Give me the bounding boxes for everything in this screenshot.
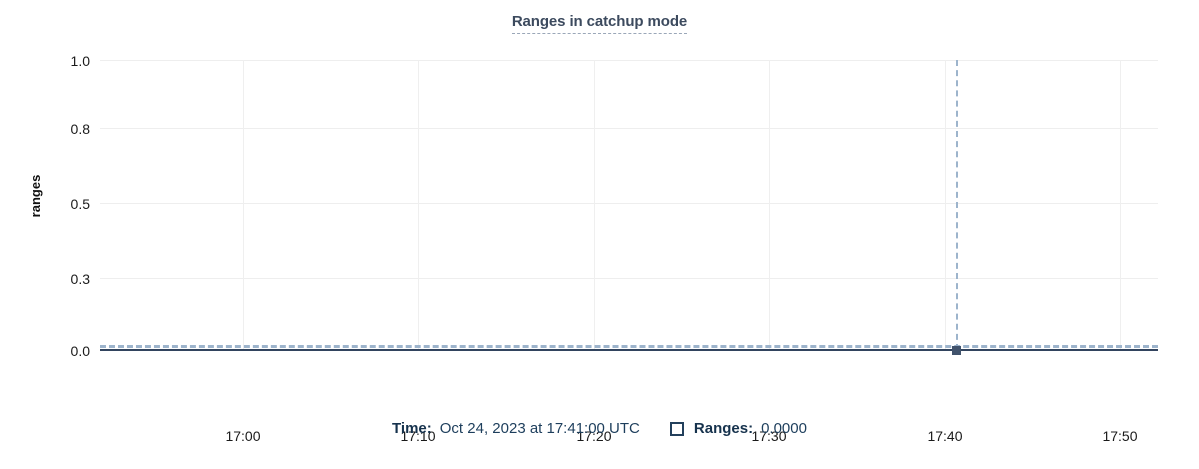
gridline-vertical-1700 xyxy=(243,60,244,350)
gridline-horizontal-1-0 xyxy=(100,60,1158,61)
gridline-vertical-1720 xyxy=(594,60,595,350)
chart-title-text: Ranges in catchup mode xyxy=(511,13,687,34)
footer-time-value: Oct 24, 2023 at 17:41:00 UTC xyxy=(439,420,640,437)
gridline-horizontal-0-5 xyxy=(100,203,1158,204)
y-tick-label-4: 0.3 xyxy=(70,271,90,287)
chart-footer-legend: Time: Oct 24, 2023 at 17:41:00 UTC Range… xyxy=(0,420,1199,437)
crosshair-vertical-line xyxy=(956,60,958,350)
gridline-vertical-1710 xyxy=(418,60,419,350)
x-tick-label-1710: 17:10 xyxy=(400,428,436,444)
cursor-data-point-marker[interactable] xyxy=(952,346,961,355)
x-tick-label-1720: 17:20 xyxy=(576,428,612,444)
gridline-vertical-1750 xyxy=(1120,60,1121,350)
y-tick-label-2: 0.8 xyxy=(70,121,90,137)
x-tick-label-1740: 17:40 xyxy=(927,428,963,444)
chart-title: Ranges in catchup mode xyxy=(0,13,1199,34)
y-tick-label-5: 0.0 xyxy=(70,343,90,359)
footer-series-value: 0.0000 xyxy=(761,420,807,437)
x-tick-label-1750: 17:50 xyxy=(1102,428,1138,444)
gridline-vertical-1730 xyxy=(769,60,770,350)
x-tick-label-1730: 17:30 xyxy=(751,428,787,444)
series-ranges-dashed-overlay xyxy=(100,345,1158,348)
y-tick-label-1: 1.0 xyxy=(70,53,90,69)
footer-time-group: Time: Oct 24, 2023 at 17:41:00 UTC xyxy=(392,420,640,437)
gridline-horizontal-0-3 xyxy=(100,278,1158,279)
footer-time-label: Time: xyxy=(392,420,432,437)
x-tick-label-1700: 17:00 xyxy=(225,428,261,444)
y-tick-label-3: 0.5 xyxy=(70,196,90,212)
footer-series-group[interactable]: Ranges: 0.0000 xyxy=(669,420,807,437)
y-axis-label: ranges xyxy=(27,174,43,218)
plot-area[interactable]: 17:00 17:10 17:20 17:30 17:40 17:50 xyxy=(100,60,1158,444)
series-ranges-line[interactable] xyxy=(100,349,1158,351)
legend-swatch-icon[interactable] xyxy=(669,421,684,436)
footer-series-label: Ranges: xyxy=(693,420,754,437)
gridline-horizontal-0-8 xyxy=(100,128,1158,129)
gridline-vertical-1740 xyxy=(945,60,946,350)
